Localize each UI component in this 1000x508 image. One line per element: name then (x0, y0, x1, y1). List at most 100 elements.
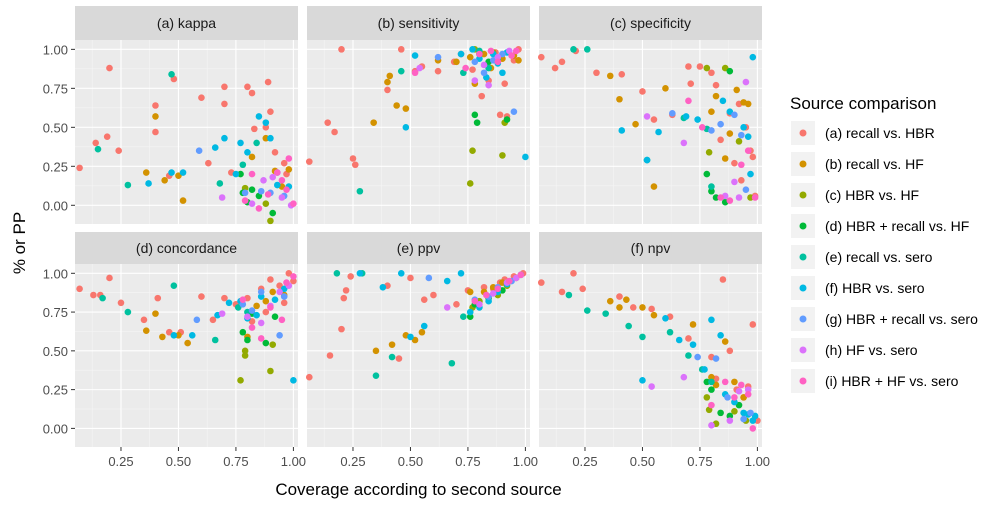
x-tick-label: 1.00 (513, 454, 538, 469)
data-point (333, 270, 341, 277)
x-tick-label: 0.75 (223, 454, 248, 469)
legend-swatch (799, 284, 807, 292)
data-point (708, 69, 715, 77)
data-point (248, 200, 256, 208)
data-point (726, 197, 734, 204)
data-point (407, 333, 414, 341)
data-point (551, 64, 559, 72)
data-point (305, 373, 313, 381)
data-point (170, 282, 178, 290)
data-point (351, 161, 359, 169)
data-point (749, 425, 757, 432)
data-point (443, 277, 451, 285)
data-point (338, 325, 345, 333)
data-point (565, 291, 573, 299)
data-point (179, 197, 187, 204)
data-point (280, 159, 288, 167)
data-point (698, 124, 706, 131)
data-point (735, 387, 743, 395)
data-point (738, 161, 745, 169)
data-point (738, 177, 745, 184)
legend-swatch (799, 346, 807, 354)
data-point (616, 95, 623, 103)
data-point (161, 177, 168, 184)
data-point (255, 205, 263, 212)
x-tick-label: 0.50 (398, 454, 423, 469)
data-point (239, 296, 247, 303)
data-point (501, 80, 509, 87)
data-point (253, 311, 260, 319)
legend-label: (h) HF vs. sero (825, 342, 918, 358)
data-point (244, 336, 251, 344)
data-point (583, 46, 591, 53)
data-point (402, 105, 410, 112)
data-point (708, 127, 715, 134)
data-point (152, 102, 159, 109)
data-point (731, 159, 738, 167)
data-point (469, 46, 476, 53)
data-point (241, 197, 249, 204)
data-point (257, 187, 265, 195)
data-point (267, 276, 274, 283)
data-point (253, 302, 260, 310)
data-point (480, 69, 488, 77)
data-point (506, 277, 513, 285)
data-point (703, 394, 711, 401)
y-tick-label: 1.00 (43, 42, 68, 57)
data-point (285, 155, 293, 162)
data-point (731, 408, 738, 415)
data-point (703, 64, 711, 72)
data-point (687, 80, 695, 87)
data-point (726, 67, 734, 75)
data-point (618, 71, 626, 78)
data-point (397, 67, 405, 75)
data-point (248, 170, 256, 178)
data-point (443, 304, 451, 311)
data-point (264, 191, 272, 198)
data-point (124, 181, 132, 189)
data-point (140, 316, 148, 324)
data-point (689, 321, 697, 328)
facet-strip (75, 232, 298, 264)
data-point (751, 194, 759, 201)
data-point (469, 147, 476, 155)
data-point (211, 336, 219, 344)
data-point (257, 319, 265, 327)
data-point (425, 274, 433, 282)
y-tick-label: 0.25 (43, 159, 68, 174)
data-point (388, 341, 396, 348)
data-point (430, 291, 437, 299)
data-point (94, 145, 102, 153)
facet-strip (75, 6, 298, 40)
data-point (719, 276, 727, 283)
data-point (510, 108, 518, 116)
data-point (239, 161, 247, 169)
data-point (708, 386, 715, 393)
data-point (209, 316, 217, 324)
data-point (494, 58, 502, 66)
data-point (184, 339, 191, 347)
data-point (740, 415, 747, 423)
data-point (570, 46, 577, 53)
data-point (629, 304, 637, 311)
data-point (237, 377, 244, 384)
data-point (460, 313, 467, 321)
legend-label: (i) HBR + HF vs. sero (825, 373, 959, 389)
data-point (340, 294, 348, 302)
facet-strip (539, 6, 762, 40)
data-point (384, 78, 391, 86)
data-point (616, 293, 623, 300)
data-point (453, 58, 460, 66)
y-tick-label: 1.00 (43, 266, 68, 281)
data-point (471, 111, 479, 119)
data-point (694, 116, 701, 123)
data-point (650, 311, 658, 319)
data-point (402, 124, 410, 131)
facet-panel: (f) npv 0.25 0.50 0.75 1.00 (537, 232, 770, 469)
data-point (742, 78, 750, 86)
data-point (434, 67, 442, 75)
facet-panel: (e) ppv 0.25 0.50 0.75 1.00 (305, 232, 538, 469)
data-point (503, 116, 511, 123)
data-point (717, 120, 724, 128)
